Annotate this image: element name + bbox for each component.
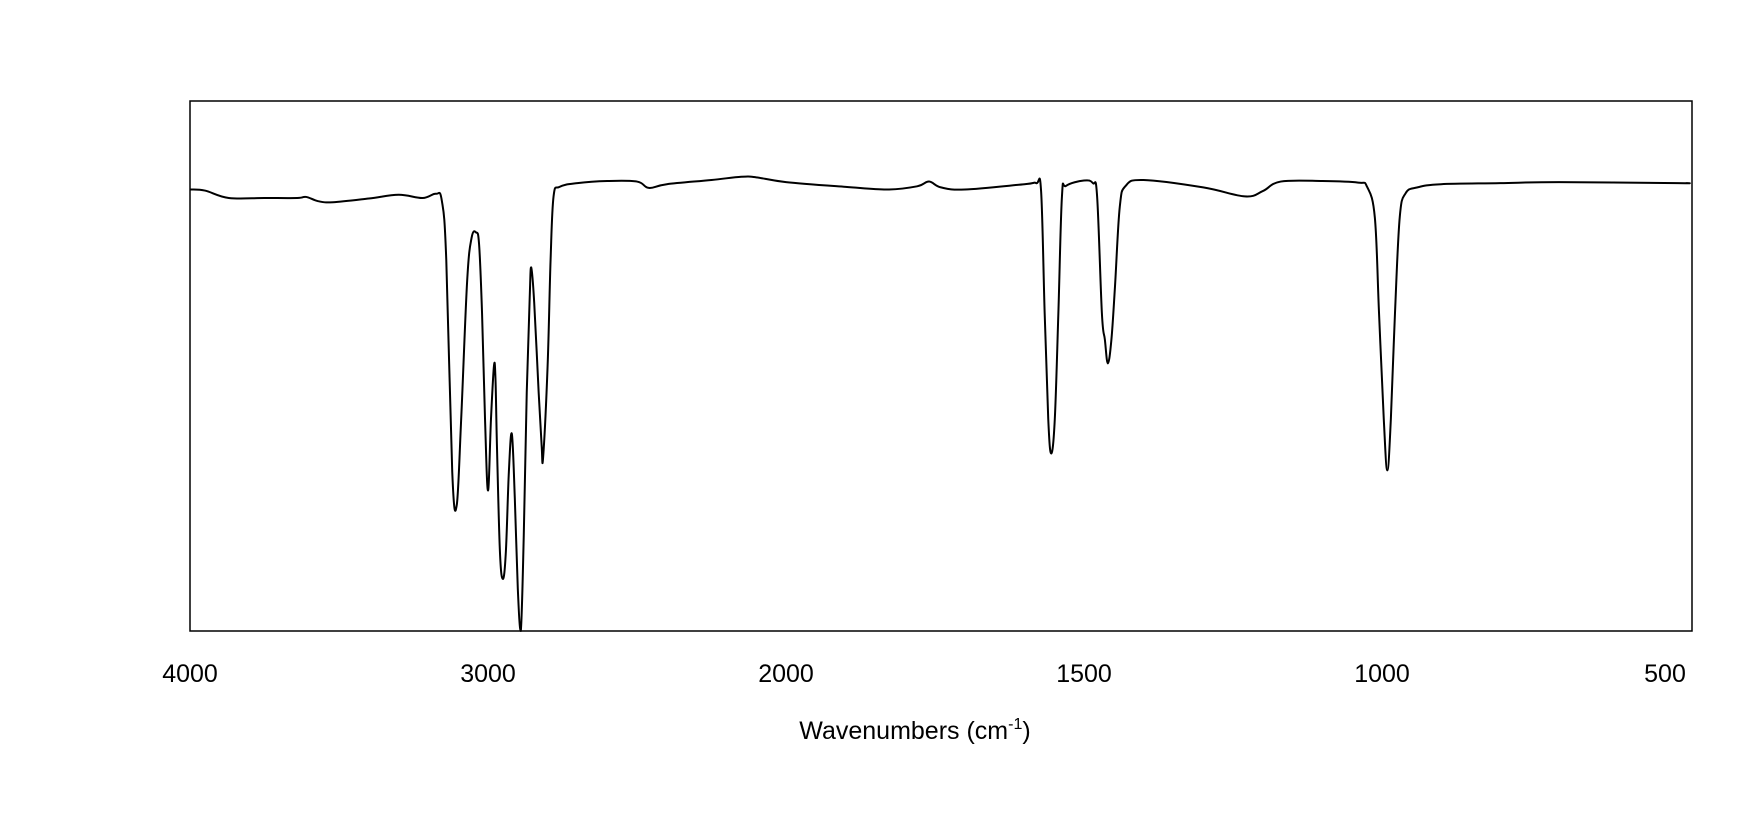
x-axis-title: Wavenumbers (cm-1) <box>799 716 1030 745</box>
plot-frame <box>189 100 1693 632</box>
x-axis-title-text: Wavenumbers (cm <box>799 717 1008 745</box>
x-axis-title-suffix: ) <box>1022 717 1030 745</box>
x-tick-label-3000: 3000 <box>460 660 516 688</box>
x-tick-label-1000: 1000 <box>1354 660 1410 688</box>
x-tick-label-500: 500 <box>1644 660 1686 688</box>
x-tick-label-4000: 4000 <box>162 660 218 688</box>
spectrum-line <box>189 175 1691 632</box>
x-tick-label-2000: 2000 <box>758 660 814 688</box>
x-axis-tick-labels: 4000 3000 2000 1500 1000 500 <box>162 660 1686 688</box>
x-axis-title-superscript: -1 <box>1008 716 1022 733</box>
x-tick-label-1500: 1500 <box>1056 660 1112 688</box>
